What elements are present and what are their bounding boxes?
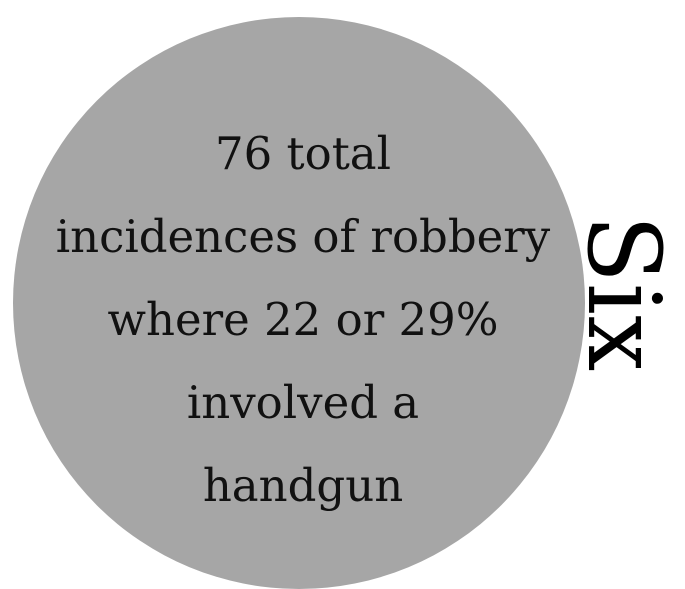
side-label-six: Six [565, 214, 682, 372]
robbery-statistic-text: 76 total incidences of robbery where 22 … [55, 127, 551, 512]
info-circle [13, 17, 585, 589]
